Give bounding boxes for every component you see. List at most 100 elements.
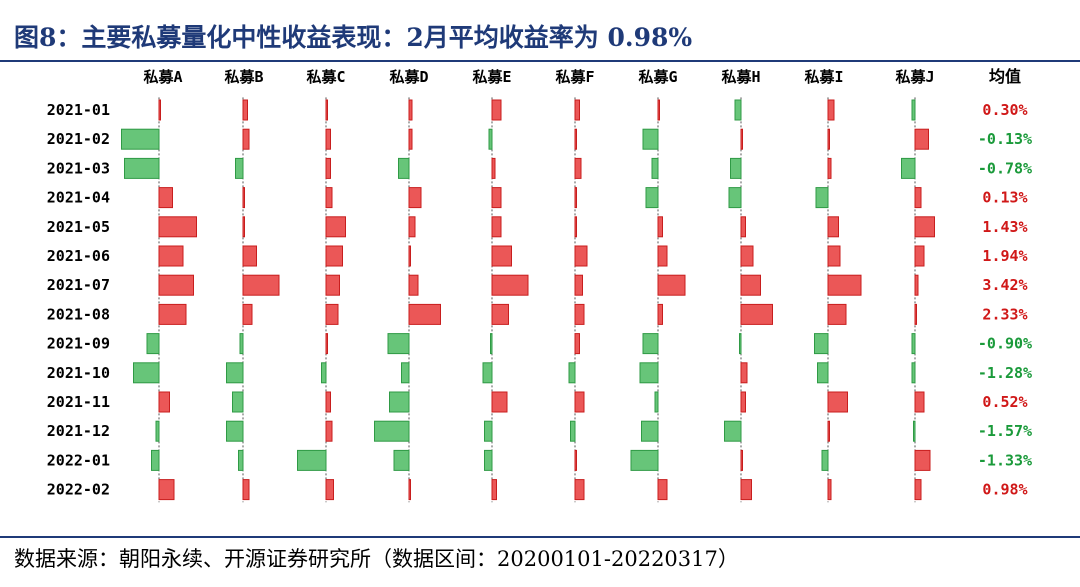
data-bar (740, 303, 773, 325)
data-bar (393, 449, 410, 471)
row-label: 2021-08 (47, 305, 110, 323)
data-bar (325, 128, 331, 150)
data-bar (242, 128, 250, 150)
data-bar (235, 157, 244, 179)
data-bar (325, 157, 331, 179)
data-bar (491, 187, 502, 209)
data-bar (574, 449, 577, 471)
data-bar (158, 303, 187, 325)
data-bar (574, 391, 585, 413)
data-bar (734, 99, 742, 121)
data-bar (488, 128, 493, 150)
data-bar (158, 274, 194, 296)
data-bar (827, 157, 832, 179)
data-bar (297, 449, 327, 471)
data-bar (657, 274, 686, 296)
data-bar (657, 303, 663, 325)
row-label: 2022-02 (47, 481, 110, 499)
mean-header: 均值 (989, 67, 1021, 86)
data-bar (740, 245, 754, 267)
data-bar (657, 479, 668, 501)
mean-value-label: -1.57% (978, 422, 1032, 440)
series-label: 私募B (223, 68, 263, 86)
data-bar (642, 128, 659, 150)
data-bar (911, 362, 916, 384)
row-label: 2021-05 (47, 218, 110, 236)
data-bar (914, 391, 925, 413)
data-bar (484, 449, 493, 471)
data-bar (401, 362, 410, 384)
row-label: 2021-03 (47, 159, 110, 177)
row-label: 2021-01 (47, 101, 110, 119)
data-bar (574, 479, 585, 501)
data-bar (914, 216, 935, 238)
row-label: 2021-09 (47, 335, 110, 353)
series-label: 私募I (803, 68, 843, 86)
data-bar (491, 245, 512, 267)
data-bar (654, 391, 659, 413)
mean-value-label: 3.42% (982, 276, 1027, 294)
data-bar (325, 216, 346, 238)
data-bar (408, 128, 413, 150)
mean-value-label: -1.33% (978, 451, 1032, 469)
data-bar (574, 128, 577, 150)
data-bar (574, 187, 577, 209)
data-bar (242, 303, 253, 325)
data-bar (570, 420, 576, 442)
series-label: 私募A (142, 68, 182, 86)
data-bar (325, 99, 328, 121)
data-bar (914, 187, 922, 209)
data-bar (242, 216, 245, 238)
data-bar (151, 449, 160, 471)
data-bar (911, 333, 916, 355)
data-bar (158, 245, 184, 267)
data-bar (827, 420, 830, 442)
data-bar (740, 479, 752, 501)
data-bar (740, 449, 743, 471)
data-bar (491, 216, 502, 238)
row-label: 2021-04 (47, 189, 110, 207)
row-label: 2021-02 (47, 130, 110, 148)
data-bar (657, 216, 663, 238)
mean-value-label: 1.94% (982, 247, 1027, 265)
data-bar (827, 99, 835, 121)
data-bar (574, 157, 582, 179)
mean-value-label: -0.90% (978, 335, 1032, 353)
title-divider (0, 60, 1080, 62)
data-bar (408, 274, 419, 296)
data-bar (408, 99, 413, 121)
data-bar (133, 362, 160, 384)
data-bar (325, 274, 340, 296)
data-bar (325, 420, 333, 442)
data-bar (226, 420, 244, 442)
mean-value-label: 0.13% (982, 189, 1027, 207)
data-bar (325, 333, 328, 355)
bar-chart-grid: 私募A 私募B 私募C 私募D 私募E 私募F 私募G 私募H 私募I 私募J 均值 2021-01 2… (47, 67, 1032, 503)
chart-title: 图8：主要私募量化中性收益表现：2月平均收益率为 0.98% (14, 23, 693, 52)
row-label: 2022-01 (47, 451, 110, 469)
data-bar (491, 479, 497, 501)
data-bar (408, 479, 411, 501)
mean-value-label: 1.43% (982, 218, 1027, 236)
data-bar (901, 157, 916, 179)
data-bar (574, 245, 588, 267)
data-bar (911, 99, 916, 121)
data-bar (490, 333, 493, 355)
data-bar (724, 420, 742, 442)
data-bar (226, 362, 244, 384)
data-bar (158, 216, 197, 238)
data-bar (740, 362, 748, 384)
series-label: 私募H (720, 68, 760, 86)
data-bar (914, 479, 922, 501)
data-bar (815, 187, 829, 209)
data-bar (321, 362, 327, 384)
data-bar (827, 216, 839, 238)
data-bar (739, 333, 742, 355)
data-bar (408, 187, 422, 209)
series-label: 私募C (305, 68, 345, 86)
data-bar (408, 245, 411, 267)
data-bar (158, 99, 161, 121)
data-bar (740, 216, 746, 238)
data-bar (325, 479, 334, 501)
data-bar (817, 362, 829, 384)
